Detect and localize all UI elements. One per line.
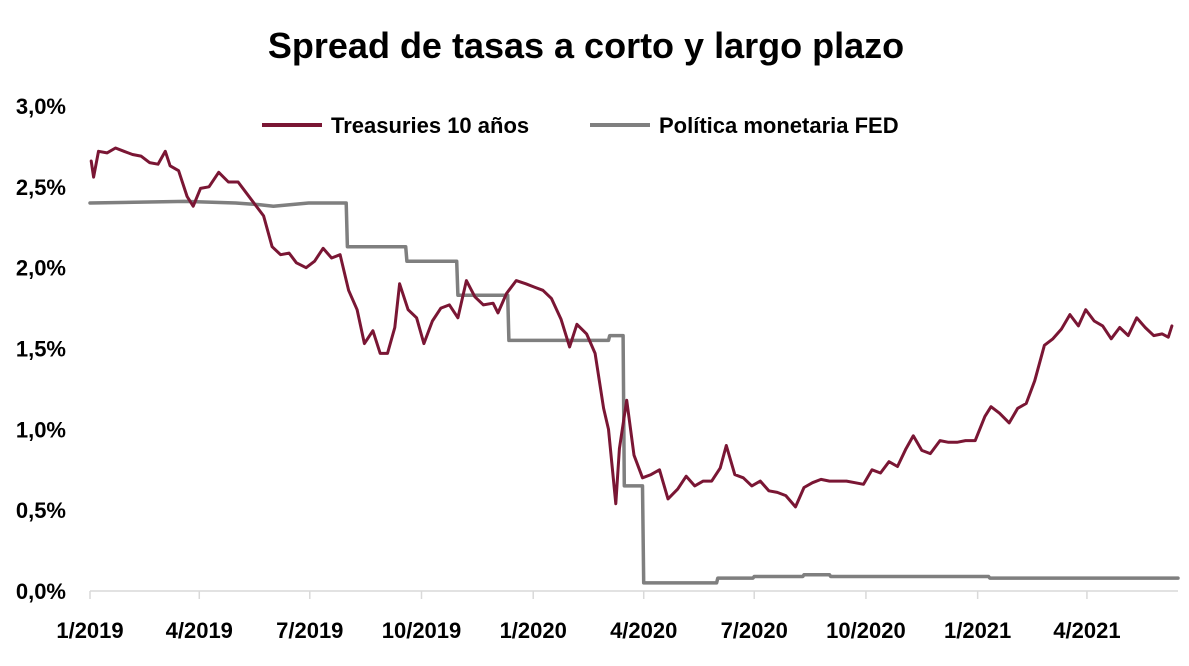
x-tick-label: 4/2021 (1053, 618, 1120, 643)
legend-label-fed: Política monetaria FED (659, 113, 899, 138)
series-line-treasuries (89, 146, 1174, 509)
legend: Treasuries 10 años Política monetaria FE… (262, 113, 899, 138)
x-tick-label: 1/2020 (500, 618, 567, 643)
chart-title: Spread de tasas a corto y largo plazo (268, 25, 904, 66)
x-tick-label: 1/2021 (944, 618, 1011, 643)
x-tick-label: 7/2020 (721, 618, 788, 643)
x-tick-label: 10/2019 (382, 618, 462, 643)
x-tick-label: 4/2020 (610, 618, 677, 643)
x-axis: 1/2019 4/2019 7/2019 10/2019 1/2020 4/2020 7/2… (56, 590, 1178, 643)
series-layer (88, 146, 1180, 585)
series-line-fed (88, 199, 1180, 585)
legend-label-treasuries: Treasuries 10 años (331, 113, 529, 138)
y-tick-label: 3,0% (16, 94, 66, 119)
x-tick-label: 7/2019 (276, 618, 343, 643)
x-tick-label: 1/2019 (56, 618, 123, 643)
y-tick-label: 0,5% (16, 498, 66, 523)
y-tick-label: 1,0% (16, 417, 66, 442)
x-tick-label: 10/2020 (826, 618, 906, 643)
y-tick-label: 2,0% (16, 256, 66, 281)
y-tick-label: 1,5% (16, 337, 66, 362)
y-tick-label: 0,0% (16, 579, 66, 604)
x-tick-label: 4/2019 (166, 618, 233, 643)
y-axis: 0,0% 0,5% 1,0% 1,5% 2,0% 2,5% 3,0% (16, 94, 66, 604)
y-tick-label: 2,5% (16, 175, 66, 200)
